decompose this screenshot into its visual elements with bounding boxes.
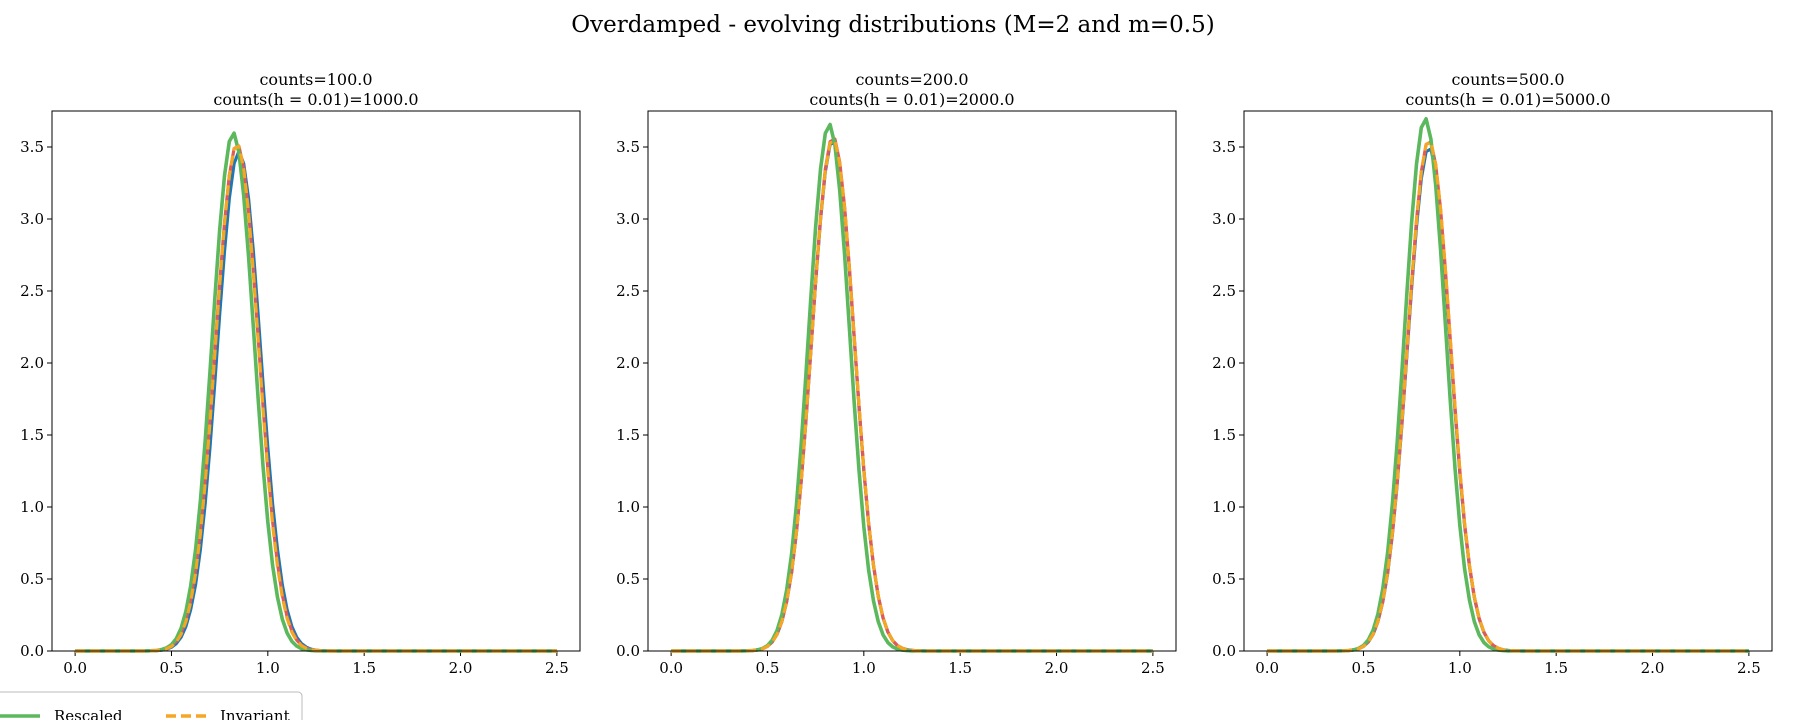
series-line-invariant bbox=[75, 144, 557, 653]
series-line-red bbox=[75, 144, 557, 653]
y-tick-label: 2.5 bbox=[1212, 282, 1236, 300]
y-tick-label: 1.0 bbox=[1212, 498, 1236, 516]
y-tick-label: 2.0 bbox=[1212, 354, 1236, 372]
series-line-invariant bbox=[671, 138, 1153, 653]
subplot-title-line2: counts(h = 0.01)=1000.0 bbox=[213, 90, 418, 109]
y-tick-label: 2.5 bbox=[20, 282, 44, 300]
subplot-title-line2: counts(h = 0.01)=5000.0 bbox=[1405, 90, 1610, 109]
series-line-rescaled bbox=[75, 131, 557, 653]
subplot-title-line1: counts=500.0 bbox=[1451, 70, 1564, 89]
y-tick-label: 3.0 bbox=[616, 210, 640, 228]
y-tick-label: 0.5 bbox=[616, 570, 640, 588]
series-line-rescaled bbox=[1267, 117, 1749, 653]
y-tick-label: 3.5 bbox=[616, 138, 640, 156]
x-tick-label: 0.5 bbox=[756, 659, 780, 677]
series-line-blue bbox=[75, 149, 557, 653]
x-tick-label: 2.0 bbox=[449, 659, 473, 677]
legend-label: Invariant bbox=[220, 707, 290, 720]
y-tick-label: 2.5 bbox=[616, 282, 640, 300]
legend-box bbox=[0, 691, 303, 720]
x-tick-label: 2.5 bbox=[545, 659, 569, 677]
x-tick-label: 1.5 bbox=[352, 659, 376, 677]
x-tick-label: 1.0 bbox=[256, 659, 280, 677]
subplot-title-line1: counts=200.0 bbox=[855, 70, 968, 89]
y-tick-label: 1.5 bbox=[616, 426, 640, 444]
y-tick-label: 0.0 bbox=[1212, 642, 1236, 660]
y-tick-label: 3.0 bbox=[1212, 210, 1236, 228]
y-tick-label: 2.0 bbox=[20, 354, 44, 372]
figure-title: Overdamped - evolving distributions (M=2… bbox=[571, 12, 1214, 38]
x-tick-label: 1.0 bbox=[1448, 659, 1472, 677]
x-tick-label: 1.5 bbox=[948, 659, 972, 677]
series-line-invariant bbox=[1267, 140, 1749, 653]
y-tick-label: 3.0 bbox=[20, 210, 44, 228]
x-tick-label: 2.5 bbox=[1141, 659, 1165, 677]
x-tick-label: 2.0 bbox=[1641, 659, 1665, 677]
y-tick-label: 1.0 bbox=[20, 498, 44, 516]
y-tick-label: 1.5 bbox=[20, 426, 44, 444]
series-line-rescaled bbox=[671, 122, 1153, 653]
series-line-blue bbox=[1267, 147, 1749, 653]
y-tick-label: 2.0 bbox=[616, 354, 640, 372]
legend-label: Rescaled bbox=[54, 707, 123, 720]
y-tick-label: 3.5 bbox=[20, 138, 44, 156]
x-tick-label: 0.5 bbox=[1352, 659, 1376, 677]
y-tick-label: 3.5 bbox=[1212, 138, 1236, 156]
series-line-red bbox=[1267, 140, 1749, 653]
axes-frame bbox=[1243, 110, 1773, 652]
x-tick-label: 0.0 bbox=[63, 659, 87, 677]
y-tick-label: 0.0 bbox=[616, 642, 640, 660]
x-tick-label: 1.0 bbox=[852, 659, 876, 677]
x-tick-label: 1.5 bbox=[1544, 659, 1568, 677]
axes-frame bbox=[51, 110, 581, 652]
x-tick-label: 2.5 bbox=[1737, 659, 1761, 677]
y-tick-label: 1.5 bbox=[1212, 426, 1236, 444]
legend: Rescaled Invariant bbox=[0, 691, 303, 720]
series-line-red bbox=[671, 137, 1153, 653]
y-tick-label: 0.5 bbox=[20, 570, 44, 588]
series-line-blue bbox=[671, 140, 1153, 653]
y-tick-label: 0.5 bbox=[1212, 570, 1236, 588]
y-tick-label: 1.0 bbox=[616, 498, 640, 516]
x-tick-label: 0.0 bbox=[659, 659, 683, 677]
x-tick-label: 0.0 bbox=[1255, 659, 1279, 677]
axes-frame bbox=[647, 110, 1177, 652]
x-tick-label: 2.0 bbox=[1045, 659, 1069, 677]
subplot-title-line2: counts(h = 0.01)=2000.0 bbox=[809, 90, 1014, 109]
y-tick-label: 0.0 bbox=[20, 642, 44, 660]
x-tick-label: 0.5 bbox=[160, 659, 184, 677]
subplot-title-line1: counts=100.0 bbox=[259, 70, 372, 89]
